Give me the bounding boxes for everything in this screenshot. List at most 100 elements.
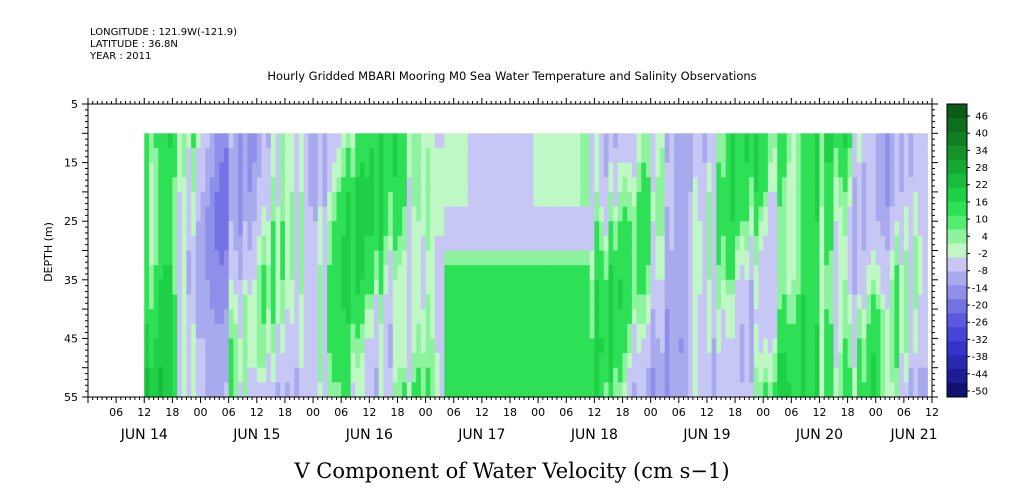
heatmap-cell bbox=[645, 206, 652, 222]
heatmap-cell bbox=[261, 221, 267, 237]
heatmap-cell bbox=[434, 367, 441, 383]
heatmap-cell bbox=[861, 191, 867, 208]
heatmap-cell bbox=[814, 235, 821, 252]
heatmap-cell bbox=[833, 133, 839, 149]
heatmap-cell bbox=[336, 177, 342, 193]
heatmap-cell bbox=[889, 323, 896, 339]
heatmap-cell bbox=[383, 221, 389, 237]
heatmap-cell bbox=[275, 235, 281, 252]
heatmap-cell bbox=[828, 294, 835, 310]
heatmap-cell bbox=[570, 177, 577, 193]
heatmap-cell bbox=[922, 177, 928, 193]
heatmap-cell bbox=[280, 309, 286, 325]
heatmap-cell bbox=[852, 235, 858, 252]
heatmap-cell bbox=[744, 206, 750, 222]
heatmap-cell bbox=[181, 265, 188, 281]
heatmap-cell bbox=[669, 191, 675, 208]
heatmap-cell bbox=[697, 147, 703, 164]
heatmap-cell bbox=[861, 221, 867, 237]
heatmap-cell bbox=[467, 279, 474, 296]
heatmap-cell bbox=[195, 206, 202, 222]
heatmap-cell bbox=[810, 309, 816, 325]
heatmap-cell bbox=[209, 191, 216, 208]
heatmap-cell bbox=[327, 279, 333, 296]
heatmap-cell bbox=[631, 191, 638, 208]
heatmap-cell bbox=[650, 323, 656, 339]
heatmap-cell bbox=[735, 338, 741, 354]
heatmap-cell bbox=[631, 294, 638, 310]
heatmap-cell bbox=[711, 162, 717, 178]
heatmap-cell bbox=[158, 323, 164, 339]
heatmap-cell bbox=[725, 294, 731, 310]
heatmap-cell bbox=[585, 191, 591, 208]
heatmap-cell bbox=[528, 338, 535, 354]
heatmap-cell bbox=[331, 250, 338, 266]
heatmap-cell bbox=[191, 147, 197, 164]
heatmap-cell bbox=[749, 133, 755, 149]
heatmap-cell bbox=[908, 191, 914, 208]
heatmap-cell bbox=[209, 133, 216, 149]
heatmap-cell bbox=[505, 177, 511, 193]
heatmap-cell bbox=[275, 191, 281, 208]
heatmap-cell bbox=[721, 250, 727, 266]
heatmap-cell bbox=[763, 162, 769, 178]
heatmap-cell bbox=[481, 162, 488, 178]
heatmap-cell bbox=[721, 279, 727, 296]
heatmap-cell bbox=[275, 382, 281, 398]
heatmap-cell bbox=[303, 221, 309, 237]
heatmap-cell bbox=[355, 235, 361, 252]
heatmap-cell bbox=[359, 162, 366, 178]
heatmap-cell bbox=[753, 323, 760, 339]
heatmap-cell bbox=[383, 177, 389, 193]
heatmap-cell bbox=[458, 265, 464, 281]
heatmap-cell bbox=[430, 191, 436, 208]
heatmap-cell bbox=[566, 265, 572, 281]
heatmap-cell bbox=[608, 250, 614, 266]
heatmap-cell bbox=[533, 265, 539, 281]
heatmap-cell bbox=[252, 235, 258, 252]
heatmap-cell bbox=[758, 235, 764, 252]
heatmap-cell bbox=[903, 279, 910, 296]
heatmap-cell bbox=[453, 353, 460, 369]
heatmap-cell bbox=[359, 309, 366, 325]
heatmap-cell bbox=[805, 338, 811, 354]
heatmap-cell bbox=[889, 279, 896, 296]
heatmap-cell bbox=[561, 265, 567, 281]
heatmap-cell bbox=[186, 250, 192, 266]
heatmap-cell bbox=[341, 221, 347, 237]
heatmap-cell bbox=[434, 221, 441, 237]
heatmap-cell bbox=[172, 191, 178, 208]
heatmap-cell bbox=[266, 162, 272, 178]
heatmap-cell bbox=[692, 367, 699, 383]
heatmap-cell bbox=[641, 294, 647, 310]
heatmap-cell bbox=[177, 250, 183, 266]
heatmap-cell bbox=[519, 250, 525, 266]
heatmap-cell bbox=[645, 382, 652, 398]
heatmap-cell bbox=[397, 221, 403, 237]
heatmap-cell bbox=[439, 279, 445, 296]
heatmap-cell bbox=[847, 147, 853, 164]
heatmap-cell bbox=[838, 147, 844, 164]
heatmap-cell bbox=[856, 367, 863, 383]
heatmap-cell bbox=[889, 353, 896, 369]
heatmap-cell bbox=[458, 353, 464, 369]
heatmap-cell bbox=[903, 133, 910, 149]
heatmap-cell bbox=[824, 221, 830, 237]
heatmap-cell bbox=[852, 367, 858, 383]
heatmap-cell bbox=[767, 221, 774, 237]
heatmap-cell bbox=[903, 177, 910, 193]
heatmap-cell bbox=[875, 235, 882, 252]
heatmap-cell bbox=[425, 221, 431, 237]
heatmap-cell bbox=[369, 353, 375, 369]
heatmap-cell bbox=[397, 294, 403, 310]
heatmap-cell bbox=[200, 235, 206, 252]
heatmap-cell bbox=[786, 294, 792, 310]
heatmap-cell bbox=[716, 133, 722, 149]
heatmap-cell bbox=[430, 133, 436, 149]
heatmap-cell bbox=[627, 338, 633, 354]
heatmap-cell bbox=[575, 206, 581, 222]
heatmap-cell bbox=[481, 294, 488, 310]
heatmap-cell bbox=[842, 367, 849, 383]
heatmap-cell bbox=[495, 147, 502, 164]
heatmap-cell bbox=[313, 147, 319, 164]
